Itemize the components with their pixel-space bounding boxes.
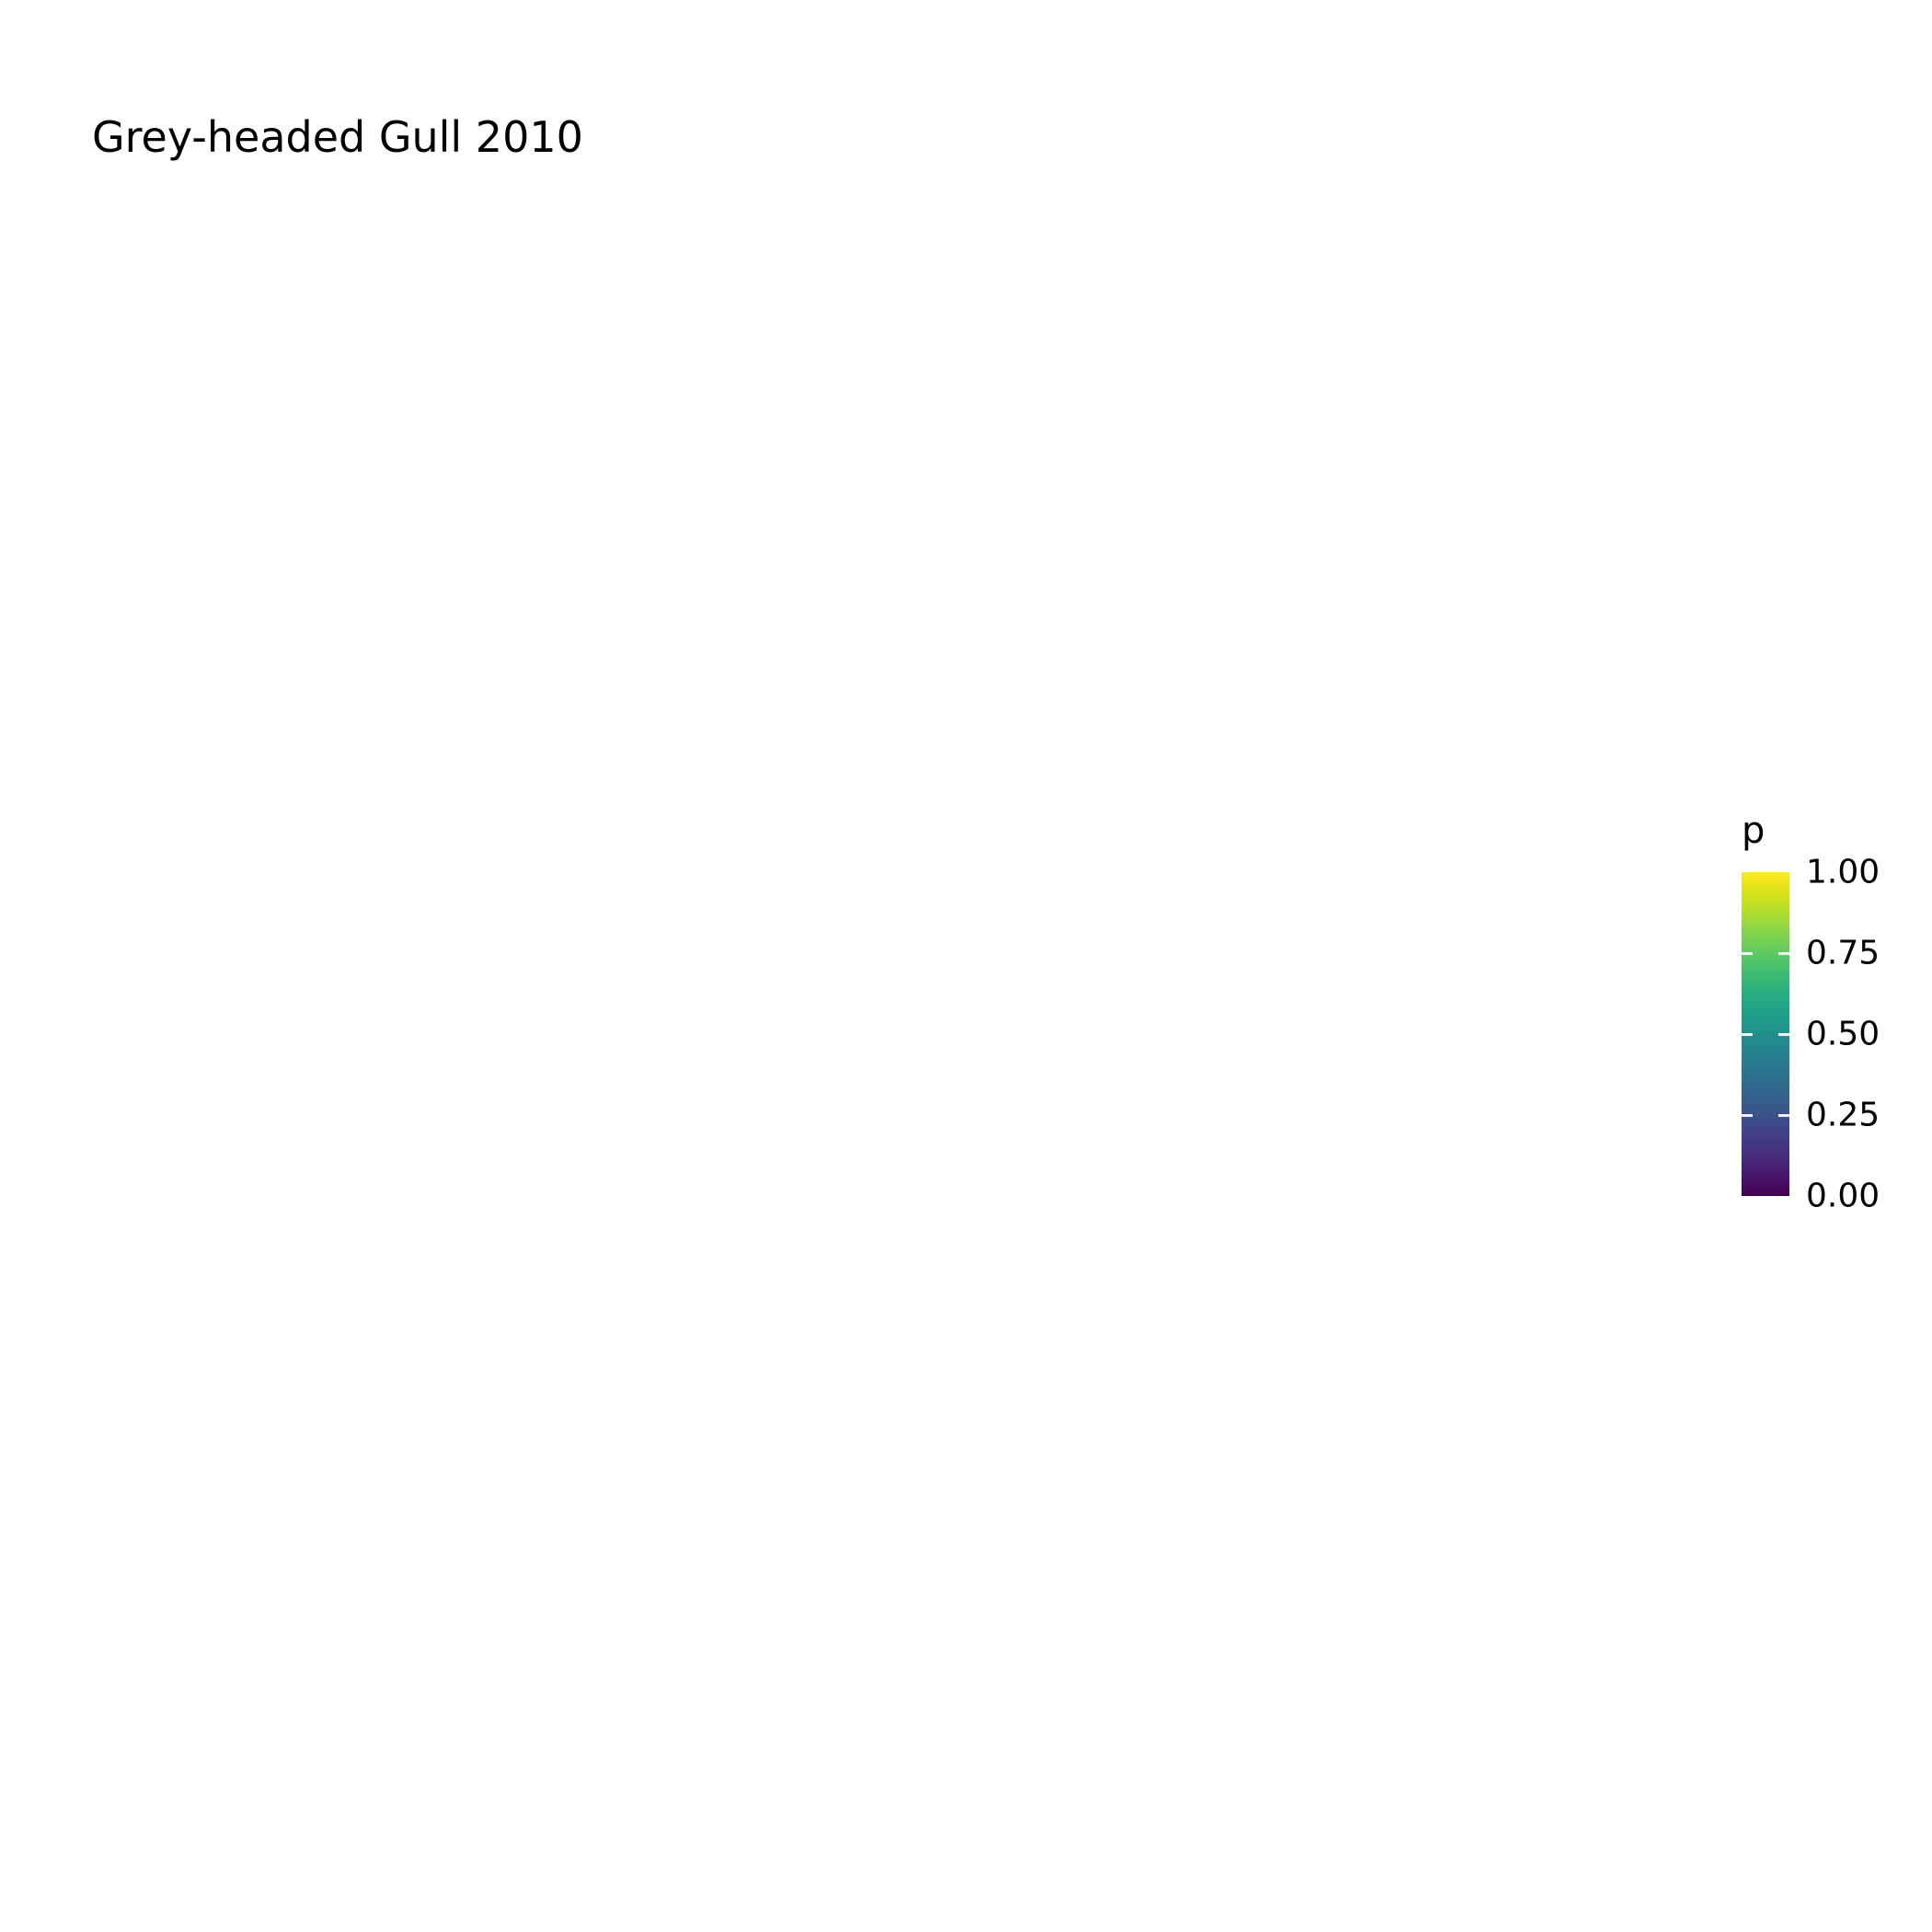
page-title: Grey-headed Gull 2010	[92, 112, 583, 162]
legend-tick-mark	[1778, 952, 1789, 955]
legend-title: p	[1742, 810, 1765, 852]
legend-tick-label: 0.25	[1806, 1096, 1880, 1134]
legend-tick-label: 0.50	[1806, 1015, 1880, 1053]
legend-tick-label: 0.75	[1806, 934, 1880, 972]
legend-tick-mark	[1742, 952, 1753, 955]
legend-tick-mark	[1778, 1033, 1789, 1036]
legend-tick-mark	[1778, 1114, 1789, 1117]
legend-tick-label: 1.00	[1806, 853, 1880, 891]
legend-tick-mark	[1742, 1033, 1753, 1036]
legend-tick-mark	[1742, 1114, 1753, 1117]
legend-tick-label: 0.00	[1806, 1177, 1880, 1215]
